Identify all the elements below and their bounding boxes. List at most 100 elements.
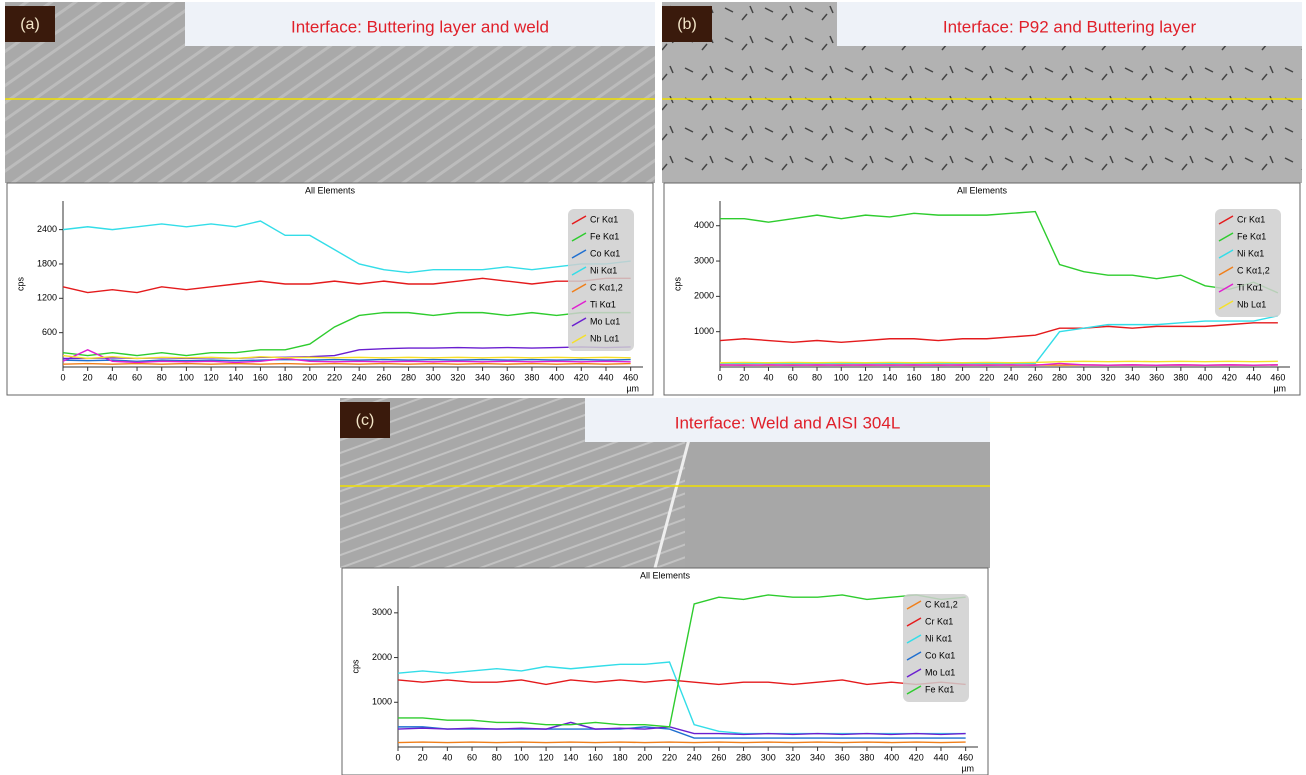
- x-tick-label: 300: [761, 752, 776, 762]
- x-tick-label: 400: [549, 372, 564, 382]
- legend-box: [568, 209, 634, 351]
- banner: [585, 398, 990, 442]
- x-tick-label: 280: [1052, 372, 1067, 382]
- legend-label: Cr Kα1: [925, 616, 953, 626]
- y-tick-label: 3000: [372, 607, 392, 617]
- legend-label: Fe Kα1: [590, 231, 619, 241]
- x-axis-label: µm: [626, 383, 639, 393]
- x-tick-label: 180: [931, 372, 946, 382]
- x-tick-label: 420: [909, 752, 924, 762]
- x-tick-label: 380: [859, 752, 874, 762]
- legend-label: C Kα1,2: [925, 599, 958, 609]
- y-tick-label: 2000: [372, 652, 392, 662]
- series-line: [397, 721, 966, 736]
- legend-swatch: [571, 334, 587, 344]
- interface-title: Interface: Weld and AISI 304L: [675, 413, 901, 432]
- legend-label: Mo Lα1: [925, 667, 955, 677]
- chart-title: All Elements: [957, 185, 1008, 195]
- legend-label: Cr Kα1: [590, 214, 618, 224]
- x-tick-label: 20: [739, 372, 749, 382]
- legend-swatch: [571, 300, 587, 310]
- series-line: [719, 362, 1278, 366]
- panel-label-box: [662, 6, 712, 42]
- x-tick-label: 440: [1246, 372, 1261, 382]
- x-tick-label: 460: [958, 752, 973, 762]
- x-tick-label: 360: [1149, 372, 1164, 382]
- x-tick-label: 300: [1076, 372, 1091, 382]
- x-tick-label: 360: [500, 372, 515, 382]
- x-tick-label: 120: [204, 372, 219, 382]
- x-tick-label: 320: [785, 752, 800, 762]
- x-tick-label: 40: [442, 752, 452, 762]
- y-tick-label: 4000: [694, 220, 714, 230]
- y-tick-label: 2000: [694, 291, 714, 301]
- x-tick-label: 460: [623, 372, 638, 382]
- x-tick-label: 160: [907, 372, 922, 382]
- legend-swatch: [1218, 266, 1234, 276]
- x-tick-label: 240: [1004, 372, 1019, 382]
- legend-label: Cr Kα1: [1237, 214, 1265, 224]
- series-line: [398, 594, 966, 728]
- y-tick-label: 1200: [37, 293, 57, 303]
- panel-label: (a): [20, 16, 40, 33]
- x-tick-label: 220: [979, 372, 994, 382]
- x-tick-label: 240: [687, 752, 702, 762]
- legend-swatch: [906, 651, 922, 661]
- x-tick-label: 0: [60, 372, 65, 382]
- banner: [185, 2, 655, 46]
- x-tick-label: 120: [858, 372, 873, 382]
- x-tick-label: 460: [1270, 372, 1285, 382]
- x-tick-label: 300: [426, 372, 441, 382]
- legend-swatch: [571, 266, 587, 276]
- x-tick-label: 200: [302, 372, 317, 382]
- y-axis-label: cps: [15, 277, 25, 292]
- series-line: [62, 349, 631, 364]
- y-tick-label: 1000: [694, 326, 714, 336]
- x-tick-label: 400: [884, 752, 899, 762]
- x-tick-label: 260: [376, 372, 391, 382]
- y-tick-label: 600: [42, 327, 57, 337]
- x-tick-label: 220: [327, 372, 342, 382]
- legend-swatch: [571, 283, 587, 293]
- interface-title: Interface: Buttering layer and weld: [291, 17, 549, 36]
- legend-label: Nb Lα1: [1237, 299, 1266, 309]
- x-tick-label: 80: [157, 372, 167, 382]
- x-tick-label: 120: [539, 752, 554, 762]
- x-tick-label: 0: [717, 372, 722, 382]
- legend-label: Ti Kα1: [590, 299, 616, 309]
- legend-swatch: [906, 668, 922, 678]
- legend-label: Nb Lα1: [590, 333, 619, 343]
- x-tick-label: 200: [637, 752, 652, 762]
- legend-box: [903, 594, 969, 702]
- y-tick-label: 2400: [37, 224, 57, 234]
- legend-label: Mo Lα1: [590, 316, 620, 326]
- legend-label: Ti Kα1: [1237, 282, 1263, 292]
- series-line: [62, 354, 631, 360]
- legend-label: C Kα1,2: [590, 282, 623, 292]
- x-tick-label: 280: [401, 372, 416, 382]
- x-tick-label: 0: [395, 752, 400, 762]
- y-tick-label: 1800: [37, 258, 57, 268]
- series-line: [62, 277, 631, 294]
- y-axis-label: cps: [350, 659, 360, 674]
- x-tick-label: 260: [1028, 372, 1043, 382]
- legend-swatch: [1218, 300, 1234, 310]
- x-tick-label: 260: [711, 752, 726, 762]
- x-tick-label: 400: [1198, 372, 1213, 382]
- legend-label: Co Kα1: [925, 650, 955, 660]
- legend-label: Ni Kα1: [590, 265, 617, 275]
- x-tick-label: 160: [253, 372, 268, 382]
- legend-label: Fe Kα1: [925, 684, 954, 694]
- x-tick-label: 200: [955, 372, 970, 382]
- series-line: [719, 360, 1278, 364]
- x-tick-label: 360: [835, 752, 850, 762]
- x-tick-label: 140: [882, 372, 897, 382]
- series-line: [720, 210, 1279, 294]
- panel-label: (c): [356, 412, 375, 429]
- series-line: [719, 322, 1278, 343]
- legend-label: Ni Kα1: [925, 633, 952, 643]
- legend-swatch: [1218, 249, 1234, 259]
- series-line: [720, 315, 1279, 365]
- x-tick-label: 60: [467, 752, 477, 762]
